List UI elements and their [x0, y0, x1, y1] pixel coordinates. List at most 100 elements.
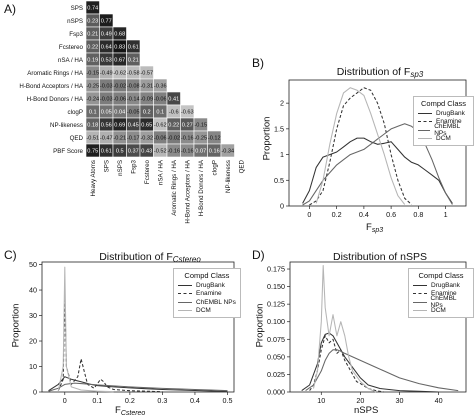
- y-tick-label: 1: [280, 150, 284, 159]
- heatmap-cell: [85, 65, 100, 80]
- heatmap-cell: [112, 65, 127, 80]
- heatmap-cell: [220, 143, 235, 158]
- x-tick-label: 30: [396, 396, 404, 405]
- row-label-qed: QED: [70, 135, 84, 142]
- series-line-drugbank: [48, 376, 228, 393]
- y-tick-label: 30: [29, 311, 37, 320]
- heatmap-cell-value: -0.15: [194, 123, 207, 129]
- heatmap-cell: [99, 130, 114, 145]
- x-tick-label: 40: [435, 396, 443, 405]
- legend-item-drugbank: DrugBank: [178, 281, 236, 290]
- heatmap-cell: [166, 143, 181, 158]
- legend-item-enamine: Enamine: [178, 290, 236, 299]
- heatmap-cell-value: -0.63: [181, 110, 194, 116]
- heatmap-cell-value: -0.24: [86, 97, 99, 103]
- heatmap-cell-value: 0.05: [101, 110, 112, 116]
- heatmap-cell-value: -0.02: [113, 84, 126, 90]
- heatmap-cell: [85, 52, 100, 67]
- heatmap-cell: [166, 130, 181, 145]
- panel-c-xlabel: FCstereo: [115, 405, 146, 417]
- heatmap-cell: [112, 26, 127, 41]
- x-tick-label: 0.3: [157, 396, 167, 405]
- heatmap-cell-value: -0.62: [113, 71, 126, 77]
- heatmap-cell: [85, 117, 100, 132]
- heatmap-cell-value: -0.06: [154, 97, 167, 103]
- heatmap-cell-value: -0.32: [140, 136, 153, 142]
- heatmap-cell: [126, 117, 141, 132]
- heatmap-cell: [99, 78, 114, 93]
- heatmap-cell: [85, 78, 100, 93]
- column-label-nsps: nSPS: [117, 160, 124, 176]
- heatmap-cell: [99, 52, 114, 67]
- y-tick-label: 0.125: [267, 300, 285, 309]
- panel-d-legend: Compd Class DrugBank Enamine ChEMBL NPs …: [408, 268, 474, 318]
- panel-c-legend: Compd Class DrugBank Enamine ChEMBL NPs …: [173, 268, 241, 318]
- heatmap-cell: [85, 13, 100, 28]
- x-tick-label: 0.1: [92, 396, 102, 405]
- series-line-drugbank: [301, 332, 439, 393]
- heatmap-cell: [139, 143, 154, 158]
- row-label-nsps: nSPS: [67, 18, 83, 25]
- heatmap-cell: [112, 39, 127, 54]
- legend-title: Compd Class: [418, 271, 464, 280]
- series-line-enamine: [309, 335, 384, 393]
- heatmap-cell-value: 0.68: [114, 32, 125, 38]
- heatmap-cell: [112, 143, 127, 158]
- column-label-heavy-atoms: Heavy Atoms: [90, 160, 97, 196]
- heatmap-cell-value: -0.62: [154, 123, 167, 129]
- heatmap-cell: [112, 91, 127, 106]
- heatmap-cell: [126, 104, 141, 119]
- heatmap-cell: [85, 91, 100, 106]
- heatmap-cell: [139, 130, 154, 145]
- heatmap-cell-value: 0.23: [87, 19, 98, 25]
- panel-b-title: Distribution of Fsp3: [336, 66, 424, 79]
- row-label-nsa-ha: nSA / HA: [58, 57, 84, 64]
- series-line-drugbank: [302, 137, 453, 204]
- column-label-sps: SPS: [103, 160, 110, 172]
- series-line-dcm: [312, 264, 377, 393]
- x-tick-label: 0: [63, 396, 67, 405]
- column-label-h-bond-acceptors-ha: H-Bond Acceptors / HA: [184, 159, 191, 223]
- heatmap-cell: [180, 130, 195, 145]
- y-tick-label: 0.150: [267, 282, 285, 291]
- y-tick-label: 0: [280, 202, 284, 211]
- panel-letter-c: C): [4, 248, 17, 262]
- heatmap-cell: [126, 91, 141, 106]
- legend-item-dcm: DCM: [178, 307, 236, 316]
- heatmap-cell-value: -0.57: [140, 71, 153, 77]
- panel-letter-d: D): [252, 248, 265, 262]
- heatmap-cell: [126, 52, 141, 67]
- heatmap-cell: [126, 65, 141, 80]
- x-tick-label: 0.2: [332, 210, 342, 219]
- panel-b-ylabel: Proportion: [261, 116, 273, 161]
- column-label-clogp: clogP: [211, 160, 218, 175]
- heatmap-cell: [139, 117, 154, 132]
- x-tick-label: 0.4: [359, 210, 369, 219]
- heatmap-cell: [126, 130, 141, 145]
- heatmap-cell: [207, 130, 222, 145]
- heatmap-cell-value: 0.16: [209, 149, 220, 155]
- column-label-fcstereo: Fcstereo: [144, 159, 151, 184]
- heatmap-cell-value: 0.07: [195, 149, 206, 155]
- heatmap-cell: [126, 39, 141, 54]
- series-line-enamine: [309, 87, 412, 206]
- heatmap-cell-value: -0.49: [100, 71, 113, 77]
- row-label-sps: SPS: [71, 5, 83, 12]
- legend-item-drugbank: DrugBank: [413, 281, 469, 290]
- heatmap-cell-value: 0.75: [87, 149, 98, 155]
- y-tick-label: 10: [29, 362, 37, 371]
- heatmap-cell: [99, 26, 114, 41]
- heatmap-cell-value: -0.16: [181, 136, 194, 142]
- y-tick-label: 0.025: [267, 370, 285, 379]
- y-tick-label: 2: [280, 99, 284, 108]
- x-tick-label: 20: [356, 396, 364, 405]
- y-tick-label: 50: [29, 260, 37, 269]
- heatmap-cell-value: 0.43: [141, 149, 152, 155]
- heatmap-cell: [193, 130, 208, 145]
- heatmap-cell: [99, 65, 114, 80]
- heatmap-cell: [85, 39, 100, 54]
- heatmap-cell-value: -0.52: [154, 149, 167, 155]
